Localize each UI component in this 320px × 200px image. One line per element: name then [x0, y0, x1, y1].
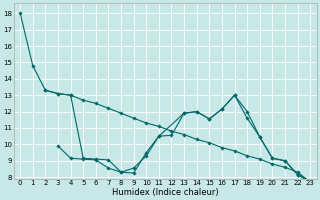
- X-axis label: Humidex (Indice chaleur): Humidex (Indice chaleur): [112, 188, 219, 197]
